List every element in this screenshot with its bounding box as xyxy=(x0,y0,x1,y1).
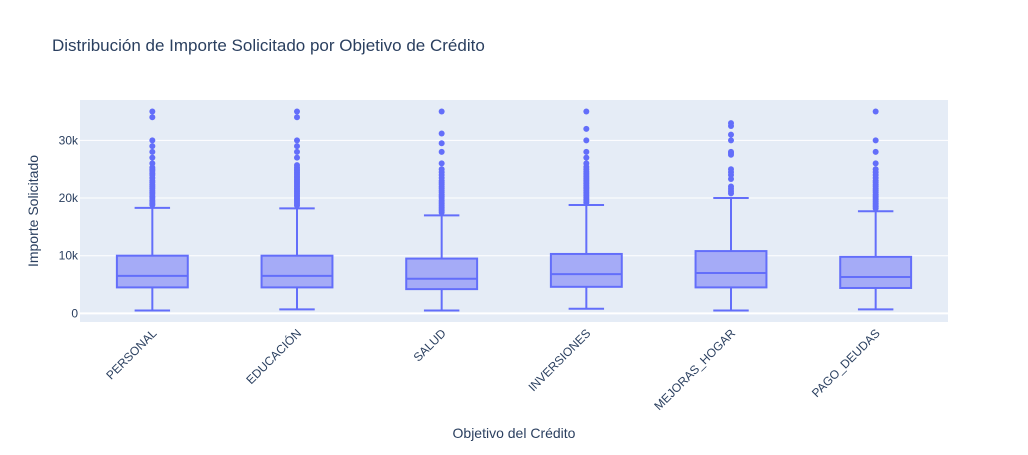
outlier-point xyxy=(872,160,879,167)
outlier-point xyxy=(438,108,445,115)
box-inversiones xyxy=(549,108,623,310)
outlier-point xyxy=(728,120,734,127)
boxes xyxy=(115,108,913,312)
iqr-box xyxy=(405,257,479,291)
y-tick-label: 10k xyxy=(59,249,79,263)
y-axis-title: Importe Solicitado xyxy=(25,155,41,267)
outlier-point xyxy=(583,108,590,115)
x-axis-title: Objetivo del Crédito xyxy=(453,425,576,441)
outlier-point xyxy=(294,143,300,150)
outlier-point xyxy=(583,148,590,155)
outlier-point xyxy=(294,137,300,144)
outlier-point xyxy=(728,166,734,173)
x-tick-label: INVERSIONES xyxy=(526,326,594,394)
outlier-point xyxy=(149,143,156,150)
box-educación xyxy=(260,108,334,311)
chart-title: Distribución de Importe Solicitado por O… xyxy=(52,36,485,55)
outlier-point xyxy=(872,137,879,144)
x-tick-label: PERSONAL xyxy=(103,326,159,382)
gridlines xyxy=(80,139,948,315)
iqr-box xyxy=(694,250,768,289)
y-tick-label: 0 xyxy=(71,306,78,320)
outlier-point xyxy=(583,125,590,132)
outlier-point xyxy=(728,131,734,138)
x-tick-label: SALUD xyxy=(411,326,449,364)
outlier-point xyxy=(294,108,300,115)
iqr-box xyxy=(549,252,623,288)
outlier-point xyxy=(438,140,445,147)
outlier-point xyxy=(149,137,156,144)
outlier-point xyxy=(872,166,879,173)
x-axis-ticks: PERSONAL EDUCACIÓN SALUD INVERSIONES MEJORAS… xyxy=(103,326,882,413)
outlier-point xyxy=(149,108,156,115)
outlier-point xyxy=(583,154,590,161)
outlier-point xyxy=(294,114,300,121)
x-tick-label: EDUCACIÓN xyxy=(243,326,305,388)
outlier-point xyxy=(872,148,879,155)
outlier-point xyxy=(728,148,734,155)
box-pago_deudas xyxy=(839,108,913,311)
outlier-point xyxy=(149,148,156,155)
outlier-point xyxy=(294,148,300,155)
outlier-point xyxy=(294,154,300,161)
outlier-point xyxy=(294,162,300,169)
outlier-point xyxy=(438,160,445,167)
outlier-point xyxy=(438,148,445,155)
outlier-point xyxy=(728,183,734,190)
outlier-point xyxy=(149,154,156,161)
x-tick-label: PAGO_DEUDAS xyxy=(809,326,883,400)
y-tick-label: 20k xyxy=(59,191,79,205)
outlier-point xyxy=(149,160,156,167)
box-mejoras_hogar xyxy=(694,120,768,312)
outlier-point xyxy=(583,137,590,144)
y-tick-label: 30k xyxy=(59,133,79,147)
outlier-point xyxy=(149,114,156,121)
outlier-point xyxy=(438,166,445,173)
y-axis-ticks: 0 10k 20k 30k xyxy=(59,133,79,320)
iqr-box xyxy=(260,254,334,289)
outlier-point xyxy=(438,130,445,137)
x-tick-label: MEJORAS_HOGAR xyxy=(651,326,738,413)
box-personal xyxy=(115,108,189,312)
iqr-box xyxy=(115,254,189,289)
box-salud xyxy=(405,108,479,312)
outlier-point xyxy=(872,108,879,115)
plot-area xyxy=(80,100,948,322)
outlier-point xyxy=(728,137,734,144)
iqr-box xyxy=(839,255,913,289)
outlier-point xyxy=(583,160,590,167)
